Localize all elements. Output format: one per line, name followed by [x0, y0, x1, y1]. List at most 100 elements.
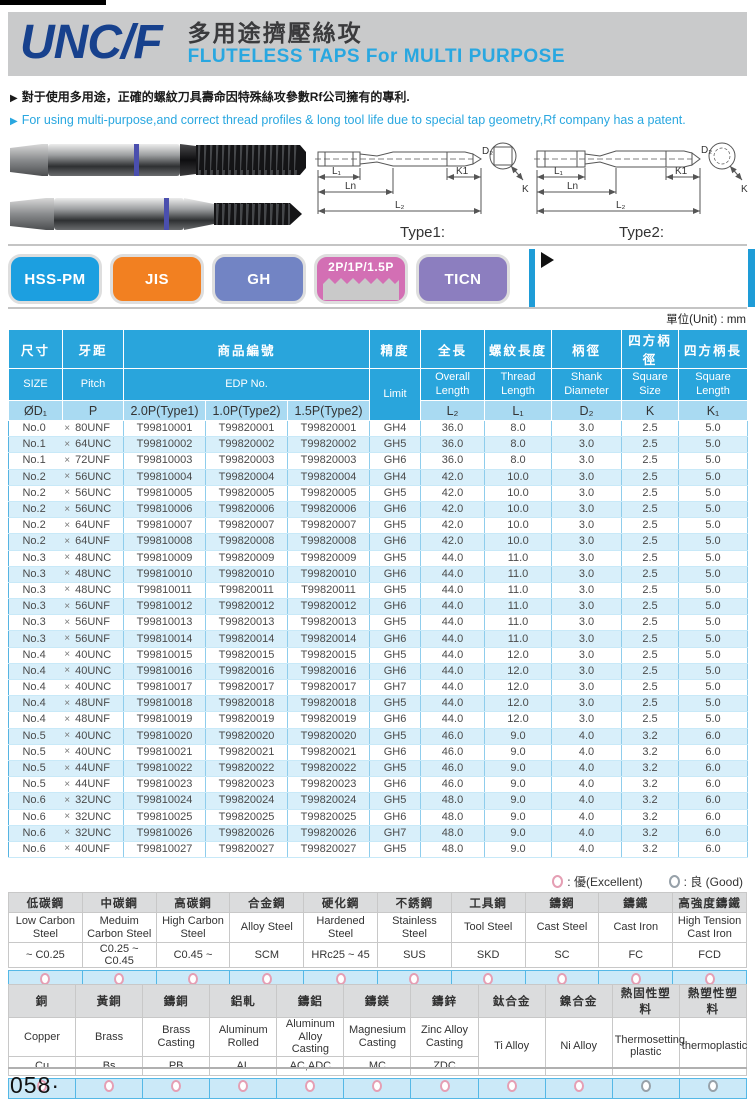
spec-cell: T99820025: [205, 809, 288, 826]
spec-cell: 3.0: [551, 679, 622, 697]
excellent-icon: [573, 1080, 584, 1093]
col-threadlen-zh: 螺紋長度: [484, 329, 552, 369]
size-pitch-cell: No.1 × 64UNC: [8, 436, 124, 454]
spec-cell: T99820006: [287, 501, 370, 519]
spec-cell: 46.0: [420, 760, 485, 778]
spec-cell: 3.0: [551, 663, 622, 681]
material-code: FCD: [672, 942, 747, 968]
spec-cell: T99820011: [287, 582, 370, 600]
spec-cell: 3.0: [551, 630, 622, 648]
spec-cell: T99810020: [123, 728, 206, 745]
spec-cell: GH5: [369, 728, 421, 745]
bullet-arrow-icon: ▶: [10, 116, 18, 127]
svg-text:L₁: L₁: [332, 166, 342, 177]
spec-cell: 3.0: [551, 550, 622, 567]
col-sqlen-en: Square Length: [678, 368, 748, 401]
spec-cell: T99820026: [205, 825, 288, 842]
spec-cell: T99810011: [123, 582, 206, 600]
spec-header-symbol-row: ØD₁ P 2.0P(Type1) 1.0P(Type2) 1.5P(Type2…: [8, 400, 748, 421]
spec-cell: 2.5: [621, 711, 679, 729]
spec-cell: 5.0: [678, 517, 748, 535]
spec-cell: 2.5: [621, 533, 679, 551]
spec-cell: 6.0: [678, 776, 748, 794]
spec-cell: 3.0: [551, 647, 622, 664]
section-marker-bar: [529, 249, 535, 307]
material-name-en: thermoplastic: [678, 1017, 747, 1076]
spec-cell: T99810021: [123, 744, 206, 761]
spec-cell: 42.0: [420, 501, 485, 519]
spec-cell: 46.0: [420, 744, 485, 761]
badge-label: JIS: [144, 270, 169, 288]
material-name-en: Zinc Alloy Casting: [410, 1017, 479, 1057]
spec-cell: T99810012: [123, 598, 206, 616]
spec-cell: 5.0: [678, 647, 748, 664]
size-pitch-cell: No.1 × 72UNF: [8, 452, 124, 470]
spec-cell: 48.0: [420, 792, 485, 810]
spec-cell: 44.0: [420, 630, 485, 648]
svg-text:L₂: L₂: [395, 200, 405, 211]
svg-text:K: K: [522, 184, 529, 195]
spec-cell: 5.0: [678, 533, 748, 551]
spec-cell: T99810016: [123, 663, 206, 681]
size-pitch-cell: No.5 × 44UNF: [8, 760, 124, 778]
size-pitch-cell: No.6 × 32UNC: [8, 792, 124, 810]
size-pitch-cell: No.5 × 40UNC: [8, 744, 124, 761]
spec-table-wrap: 尺寸 牙距 商品編號 精度 全長 螺紋長度 柄徑 四方柄徑 四方柄長 SIZE …: [8, 329, 748, 859]
material-name-zh: 不銹鋼: [376, 892, 452, 913]
material-name-en: High Carbon Steel: [155, 912, 231, 943]
spec-cell: GH6: [369, 598, 421, 616]
spec-cell: T99810017: [123, 679, 206, 697]
size-pitch-cell: No.3 × 56UNF: [8, 614, 124, 632]
spec-cell: 2.5: [621, 630, 679, 648]
tap-photos: [6, 136, 308, 245]
spec-cell: 2.5: [621, 679, 679, 697]
spec-cell: 44.0: [420, 663, 485, 681]
spec-row: No.6 × 32UNC T99810024 T99820024 T99820024 GH5…: [8, 792, 748, 810]
spec-cell: 36.0: [420, 436, 485, 454]
spec-cell: 44.0: [420, 614, 485, 632]
excellent-icon: [556, 972, 567, 985]
spec-cell: 5.0: [678, 550, 748, 567]
svg-text:L₂: L₂: [616, 200, 626, 211]
size-pitch-cell: No.2 × 64UNF: [8, 517, 124, 535]
spec-cell: GH5: [369, 760, 421, 778]
excellent-icon: [506, 1080, 517, 1093]
spec-cell: 6.0: [678, 792, 748, 810]
spec-cell: 9.0: [484, 744, 552, 761]
col-edp1-sym: 2.0P(Type1): [123, 400, 206, 421]
spec-cell: 12.0: [484, 647, 552, 664]
thread-profile-icon: [323, 278, 399, 300]
spec-cell: T99820019: [287, 711, 370, 729]
spec-cell: 3.0: [551, 452, 622, 470]
spec-cell: T99820024: [205, 792, 288, 810]
excellent-icon: [187, 972, 198, 985]
print-registration-mark: [0, 0, 106, 5]
spec-cell: 3.0: [551, 582, 622, 600]
excellent-icon: [335, 972, 346, 985]
spec-cell: T99820007: [287, 517, 370, 535]
spec-cell: 5.0: [678, 695, 748, 713]
section-arrow-icon: [541, 252, 554, 268]
spec-cell: 3.0: [551, 436, 622, 454]
size-pitch-cell: No.3 × 56UNF: [8, 630, 124, 648]
spec-cell: T99810015: [123, 647, 206, 664]
badge-label: TICN: [444, 270, 482, 288]
rating-cell: [410, 1077, 479, 1099]
spec-cell: GH6: [369, 809, 421, 826]
spec-cell: T99810005: [123, 485, 206, 502]
product-code: UNC/F: [20, 15, 163, 69]
material-code: AC,ADC: [276, 1055, 345, 1076]
col-pitch-sym: P: [62, 400, 124, 421]
spec-cell: T99820014: [205, 630, 288, 648]
spec-cell: T99820021: [205, 744, 288, 761]
spec-cell: T99820027: [205, 841, 288, 859]
rating-cell: [276, 1077, 345, 1099]
spec-cell: 3.2: [621, 776, 679, 794]
spec-row: No.3 × 48UNC T99810010 T99820010 T99820010 GH6…: [8, 566, 748, 583]
material-name-en: Low Carbon Steel: [8, 912, 83, 943]
spec-cell: 10.0: [484, 501, 552, 519]
spec-row: No.4 × 48UNF T99810019 T99820019 T99820019 GH6…: [8, 711, 748, 729]
spec-cell: 9.0: [484, 728, 552, 745]
spec-cell: 36.0: [420, 452, 485, 470]
spec-cell: GH5: [369, 485, 421, 502]
